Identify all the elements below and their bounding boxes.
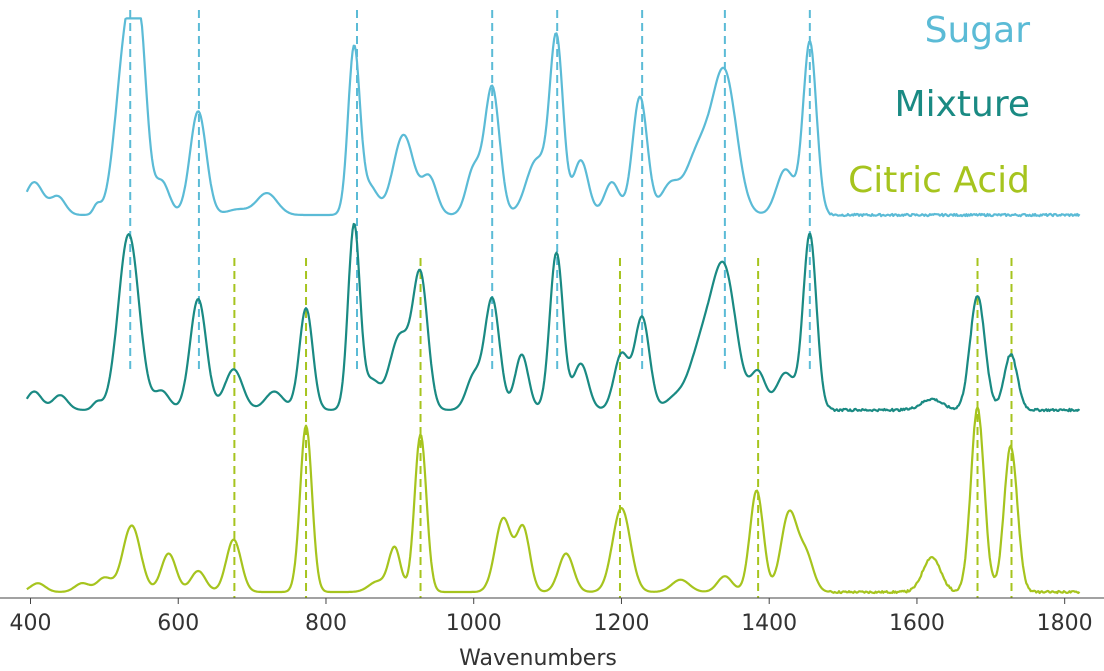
x-tick-label: 1600: [889, 611, 945, 636]
spectra-lines: [25, 17, 1081, 595]
legend-entry-citric-acid: Citric Acid: [848, 160, 1030, 201]
x-axis-title: Wavenumbers: [459, 646, 617, 671]
x-tick-marks: [30, 598, 1066, 604]
legend: Sugar Mixture Citric Acid: [848, 10, 1030, 201]
series-line-citric-acid: [26, 406, 1081, 595]
legend-entry-sugar: Sugar: [925, 10, 1031, 51]
x-tick-label: 1200: [593, 611, 649, 636]
legend-entry-mixture: Mixture: [895, 84, 1030, 125]
x-tick-label: 1400: [741, 611, 797, 636]
reference-lines: [129, 10, 1013, 598]
series-line-sugar: [25, 17, 1081, 218]
x-tick-label: 1000: [446, 611, 502, 636]
x-tick-label: 1800: [1037, 611, 1093, 636]
series-line-mixture: [25, 222, 1081, 413]
x-tick-label: 800: [305, 611, 347, 636]
x-tick-label: 400: [10, 611, 52, 636]
x-tick-label: 600: [157, 611, 199, 636]
x-tick-labels: 400 600 800 1000 1200 1400 1600 1800: [10, 611, 1093, 636]
